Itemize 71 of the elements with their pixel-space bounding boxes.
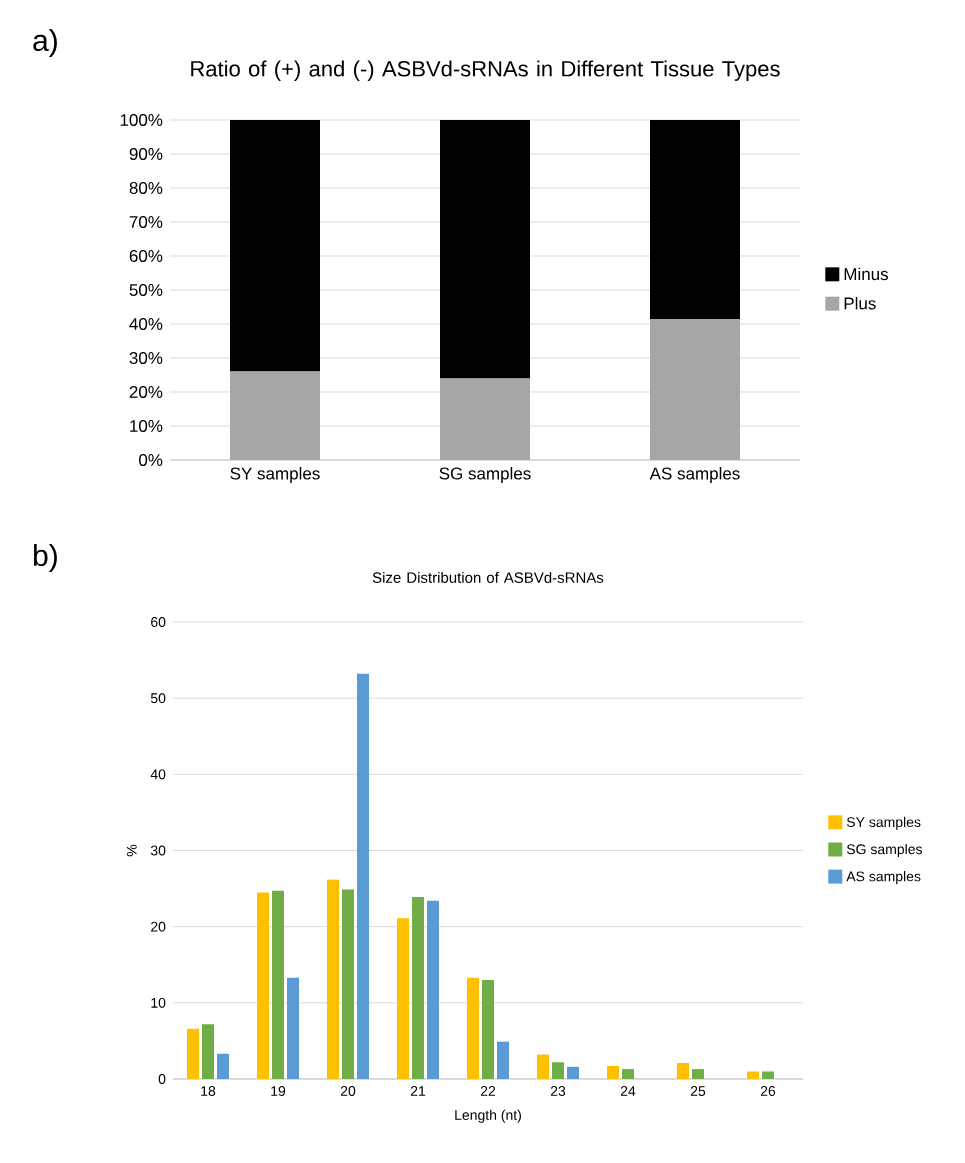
bar (217, 1053, 229, 1079)
bar (272, 890, 284, 1079)
bar (357, 673, 369, 1079)
chart-title: Ratio of (+) and (-) ASBVd-sRNAs in Different Tissue Types (191, 60, 780, 81)
bar (650, 318, 740, 460)
legend-label: AS samples (846, 871, 921, 885)
bar (326, 879, 339, 1079)
x-tick-label: 19 (271, 1086, 286, 1096)
bar (440, 120, 530, 379)
bar (341, 889, 354, 1079)
x-axis-title: Length (nt) (455, 1109, 521, 1123)
legend-label: Plus (844, 296, 876, 310)
y-axis-title: % (126, 844, 137, 857)
bar (650, 120, 740, 319)
y-tick-label: 50% (129, 283, 163, 296)
bar (537, 1054, 549, 1079)
x-tick-label: 25 (690, 1086, 706, 1096)
y-tick-label: 60 (151, 617, 166, 627)
bar (230, 120, 320, 372)
y-tick-label: 100% (120, 113, 163, 126)
bar (412, 896, 424, 1079)
legend-label: SY samples (846, 816, 921, 830)
bar (481, 979, 494, 1079)
bar (230, 371, 320, 460)
text: b) (34, 544, 57, 573)
bar (257, 892, 269, 1079)
bar (746, 1071, 759, 1079)
y-tick-label: 20 (151, 921, 166, 932)
bar (187, 1028, 199, 1079)
x-tick-label: 23 (550, 1086, 566, 1096)
x-tick-label: 21 (410, 1086, 426, 1096)
y-tick-label: 30% (129, 351, 163, 364)
bar (621, 1069, 634, 1079)
y-tick-label: 60% (129, 249, 163, 262)
chart-title: Size Distribution of ASBVd-sRNAs (372, 571, 604, 583)
y-tick-label: 50 (150, 693, 166, 704)
x-tick-label: 18 (201, 1086, 216, 1096)
y-tick-label: 0% (139, 453, 163, 466)
legend-label: SG samples (846, 843, 923, 857)
y-tick-label: 0 (158, 1074, 166, 1084)
y-tick-label: 10 (151, 997, 166, 1008)
text: a) (33, 29, 57, 58)
x-tick-label: AS samples (649, 467, 740, 483)
bar (426, 900, 439, 1079)
bar (466, 977, 479, 1079)
y-tick-label: 40% (129, 317, 163, 330)
x-tick-label: 26 (760, 1086, 776, 1096)
bar (761, 1071, 774, 1079)
y-tick-label: 40 (150, 769, 166, 780)
x-tick-label: SG samples (439, 467, 531, 483)
bar (202, 1024, 214, 1079)
y-tick-label: 20% (129, 385, 163, 398)
bar (496, 1041, 509, 1079)
x-tick-label: SY samples (230, 467, 320, 483)
bar (691, 1069, 704, 1079)
bar (287, 977, 299, 1079)
y-tick-label: 90% (129, 147, 163, 160)
x-tick-label: 20 (340, 1086, 356, 1096)
x-tick-label: 24 (620, 1086, 636, 1096)
bar (551, 1062, 564, 1079)
bar (566, 1066, 579, 1079)
y-tick-label: 70% (129, 215, 163, 228)
bar (397, 918, 409, 1079)
x-tick-label: 22 (480, 1086, 496, 1096)
y-tick-label: 80% (129, 181, 163, 194)
bar (440, 378, 530, 460)
y-tick-label: 30 (150, 845, 166, 856)
bar (676, 1063, 689, 1079)
legend-label: Minus (844, 267, 889, 281)
bar (606, 1066, 619, 1079)
y-tick-label: 10% (130, 419, 163, 432)
